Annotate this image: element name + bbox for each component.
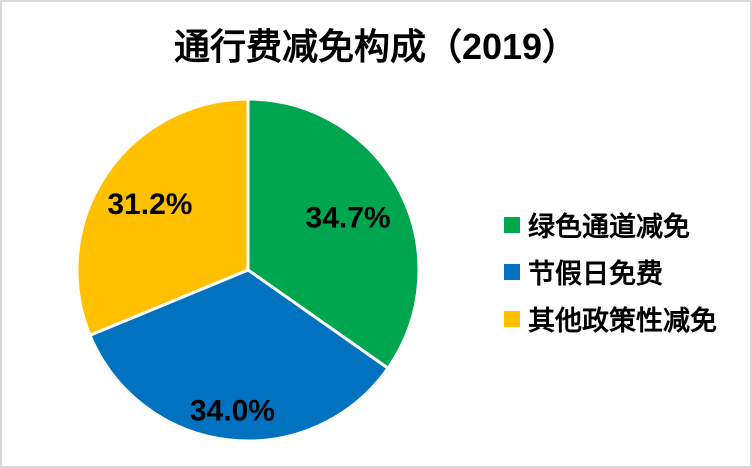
pie-slice-2 [75,97,250,337]
legend-marker-icon [504,216,520,233]
legend-item-0: 绿色通道减免 [504,201,717,248]
pie-slice-1 [88,268,390,443]
pie-labels: 34.7% 34.0% 31.2% [107,188,390,428]
legend-label: 绿色通道减免 [528,212,690,242]
pie-slice-0 [246,97,421,370]
pie-slice-label-2: 31.2% [107,188,192,221]
pie-slice-label-0: 34.7% [306,201,391,234]
legend-marker-icon [504,263,520,280]
pie-slice-label-1: 34.0% [190,395,275,428]
legend-label: 节假日免费 [528,259,663,289]
pie-slices [75,97,421,443]
legend-marker-icon [504,310,520,327]
legend-label: 其他政策性减免 [528,306,717,336]
legend-item-1: 节假日免费 [504,248,717,295]
chart-title: 通行费减免构成（2019） [173,26,579,67]
legend-item-2: 其他政策性减免 [504,295,717,342]
legend: 绿色通道减免 节假日免费其他政策性减免 [504,201,717,342]
